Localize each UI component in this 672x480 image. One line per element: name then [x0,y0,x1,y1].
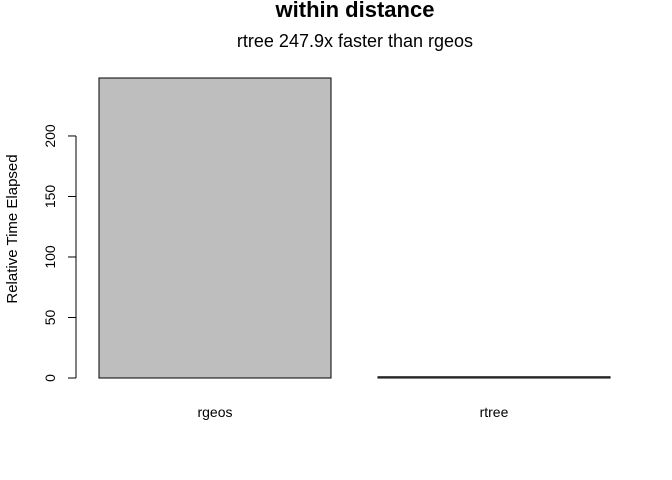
y-tick-label: 100 [42,245,58,269]
y-axis-label: Relative Time Elapsed [4,154,21,303]
chart-title: within distance [275,0,435,22]
bar-rtree [377,376,611,379]
y-tick-label: 0 [42,374,58,382]
y-tick-label: 200 [42,124,58,148]
chart-subtitle: rtree 247.9x faster than rgeos [237,31,473,51]
x-tick-label-rtree: rtree [480,404,509,420]
x-tick-label-rgeos: rgeos [197,404,232,420]
x-axis-labels: rgeos rtree [197,404,508,420]
y-tick-label: 50 [42,309,58,325]
bar-rgeos [98,77,332,379]
y-axis: 0 50 100 150 200 [42,124,77,382]
y-tick-label: 150 [42,185,58,209]
bars [98,77,611,379]
